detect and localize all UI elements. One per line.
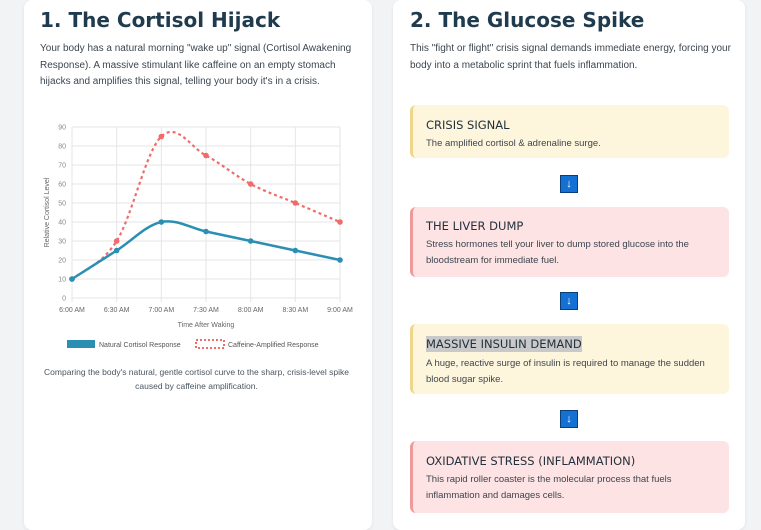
glucose-intro-text: This "fight or flight" crisis signal dem… — [410, 43, 731, 71]
step-description: The amplified cortisol & adrenaline surg… — [426, 138, 601, 149]
cortisol-line-chart: 0 10 20 30 40 50 60 70 80 90 6:00 AM 6:30 AM 7:00 AM… — [44, 125, 353, 349]
x-tick-label: 9:00 AM — [327, 307, 353, 314]
y-axis-title: Relative Cortisol Level — [44, 177, 51, 247]
x-tick-label: 6:00 AM — [59, 307, 85, 314]
step-title: MASSIVE INSULIN DEMAND — [426, 336, 582, 352]
glucose-card: 2. The Glucose Spike This "fight or flig… — [393, 0, 745, 530]
y-tick-label: 70 — [58, 163, 66, 170]
cortisol-card: 1. The Cortisol Hijack Your body has a n… — [24, 0, 372, 530]
cortisol-intro-text: Your body has a natural morning "wake up… — [40, 43, 352, 87]
y-tick-label: 90 — [58, 125, 66, 132]
step-title: OXIDATIVE STRESS (INFLAMMATION) — [426, 454, 636, 468]
natural-data-point — [337, 257, 343, 263]
step-oxidative-stress: OXIDATIVE STRESS (INFLAMMATION) This rap… — [410, 441, 729, 513]
x-axis-title: Time After Waking — [178, 322, 235, 329]
glucose-card-title: 2. The Glucose Spike — [410, 8, 645, 32]
natural-data-point — [158, 219, 165, 225]
natural-data-point — [203, 228, 209, 235]
x-tick-label: 8:00 AM — [238, 307, 264, 314]
y-tick-label: 30 — [58, 239, 66, 246]
down-arrow-icon: ↓ — [560, 292, 578, 310]
step-description: This rapid roller coaster is the molecul… — [426, 474, 672, 501]
natural-data-point — [69, 276, 75, 282]
y-tick-label: 80 — [58, 144, 66, 151]
cortisol-card-title: 1. The Cortisol Hijack — [40, 8, 281, 32]
x-tick-label: 7:00 AM — [148, 307, 174, 314]
step-liver-dump: THE LIVER DUMP Stress hormones tell your… — [410, 207, 729, 277]
step-insulin-demand: MASSIVE INSULIN DEMAND A huge, reactive … — [410, 324, 729, 394]
y-tick-label: 0 — [62, 296, 66, 303]
chart-caption: Comparing the body's natural, gentle cor… — [44, 367, 349, 391]
down-arrow-icon: ↓ — [560, 175, 578, 193]
x-tick-label: 8:30 AM — [282, 307, 308, 314]
step-description: Stress hormones tell your liver to dump … — [426, 239, 689, 266]
y-tick-label: 40 — [58, 220, 66, 227]
down-arrow-icon: ↓ — [560, 410, 578, 428]
step-description: A huge, reactive surge of insulin is req… — [426, 358, 705, 385]
step-title: THE LIVER DUMP — [426, 219, 524, 233]
y-tick-label: 10 — [58, 277, 66, 284]
natural-data-point — [113, 247, 120, 254]
amplified-data-point — [292, 200, 299, 206]
amplified-data-point — [203, 152, 209, 159]
legend-label-amplified: Caffeine-Amplified Response — [228, 342, 319, 349]
amplified-data-point — [158, 133, 165, 140]
step-title: CRISIS SIGNAL — [426, 118, 510, 132]
natural-data-point — [292, 247, 299, 254]
y-tick-label: 50 — [58, 201, 66, 208]
x-tick-label: 7:30 AM — [193, 307, 219, 314]
amplified-data-point — [337, 219, 343, 225]
x-tick-label: 6:30 AM — [104, 307, 130, 314]
natural-data-point — [247, 238, 254, 244]
legend-swatch-amplified — [195, 339, 225, 349]
legend-swatch-natural — [67, 340, 95, 348]
legend-label-natural: Natural Cortisol Response — [99, 342, 181, 349]
y-tick-label: 60 — [58, 182, 66, 189]
amplified-data-point — [113, 238, 120, 244]
amplified-data-point — [247, 181, 254, 187]
step-crisis-signal: CRISIS SIGNAL The amplified cortisol & a… — [410, 105, 729, 158]
y-tick-label: 20 — [58, 258, 66, 265]
